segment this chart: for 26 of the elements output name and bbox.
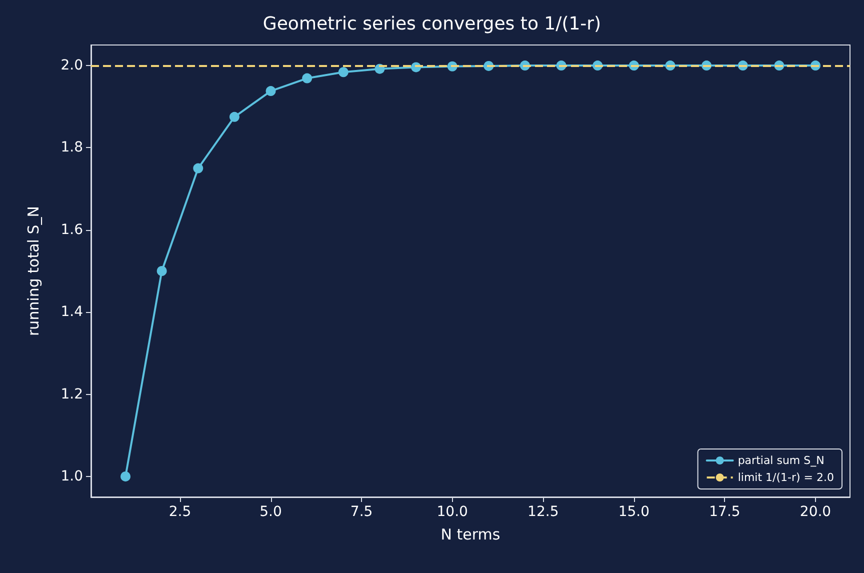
point [338, 67, 348, 78]
x-tick-label: 2.5 [168, 504, 192, 520]
y-tick-label: 1.2 [60, 386, 83, 402]
x-axis-title: N terms [440, 526, 500, 544]
x-tick-label: 20.0 [800, 504, 832, 520]
point [266, 86, 276, 96]
point [229, 112, 240, 122]
x-tick-label: 15.0 [618, 504, 650, 520]
y-axis-title: running total S_N [24, 206, 42, 336]
legend-label: limit 1/(1-r) = 2.0 [738, 471, 834, 484]
point [156, 266, 167, 276]
x-tick-label: 7.5 [350, 504, 373, 520]
y-tick-label: 2.0 [60, 58, 83, 74]
point [120, 471, 130, 482]
y-tick-label: 1.0 [60, 468, 83, 484]
x-tick-label: 17.5 [709, 504, 740, 520]
chart-title: Geometric series converges to 1/(1-r) [262, 14, 602, 34]
x-tick-label: 5.0 [260, 504, 282, 520]
y-tick-label: 1.4 [60, 304, 84, 320]
legend-label: partial sum S_N [738, 454, 824, 467]
x-tick-label: 12.5 [528, 504, 559, 520]
y-tick-label: 1.6 [60, 222, 84, 238]
point [302, 73, 312, 84]
y-tick-label: 1.8 [60, 140, 83, 156]
x-tick-label: 10.0 [436, 504, 468, 520]
point [193, 163, 204, 174]
